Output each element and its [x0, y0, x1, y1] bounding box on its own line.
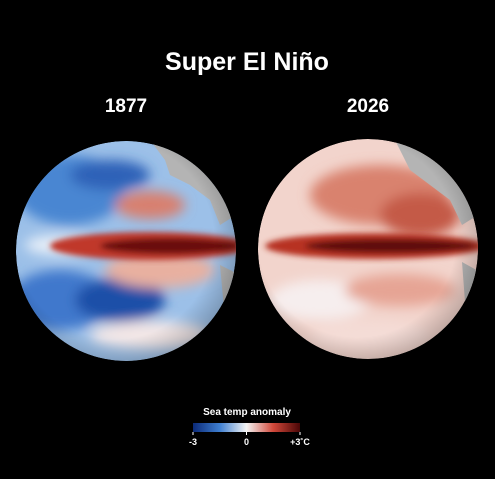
globe-label: 2026	[347, 96, 389, 117]
legend-title: Sea temp anomaly	[203, 407, 291, 418]
globe-label: 1877	[105, 96, 147, 117]
legend-ticks: -3 0 +3˚C	[189, 432, 310, 447]
title: Super El Niño	[165, 48, 329, 76]
globe-1877	[16, 141, 236, 361]
tick-label: 0	[244, 437, 249, 447]
tick-label: -3	[189, 437, 197, 447]
globe-2026	[258, 139, 478, 359]
tick-label: +3˚C	[290, 437, 310, 447]
colorbar	[193, 423, 300, 432]
